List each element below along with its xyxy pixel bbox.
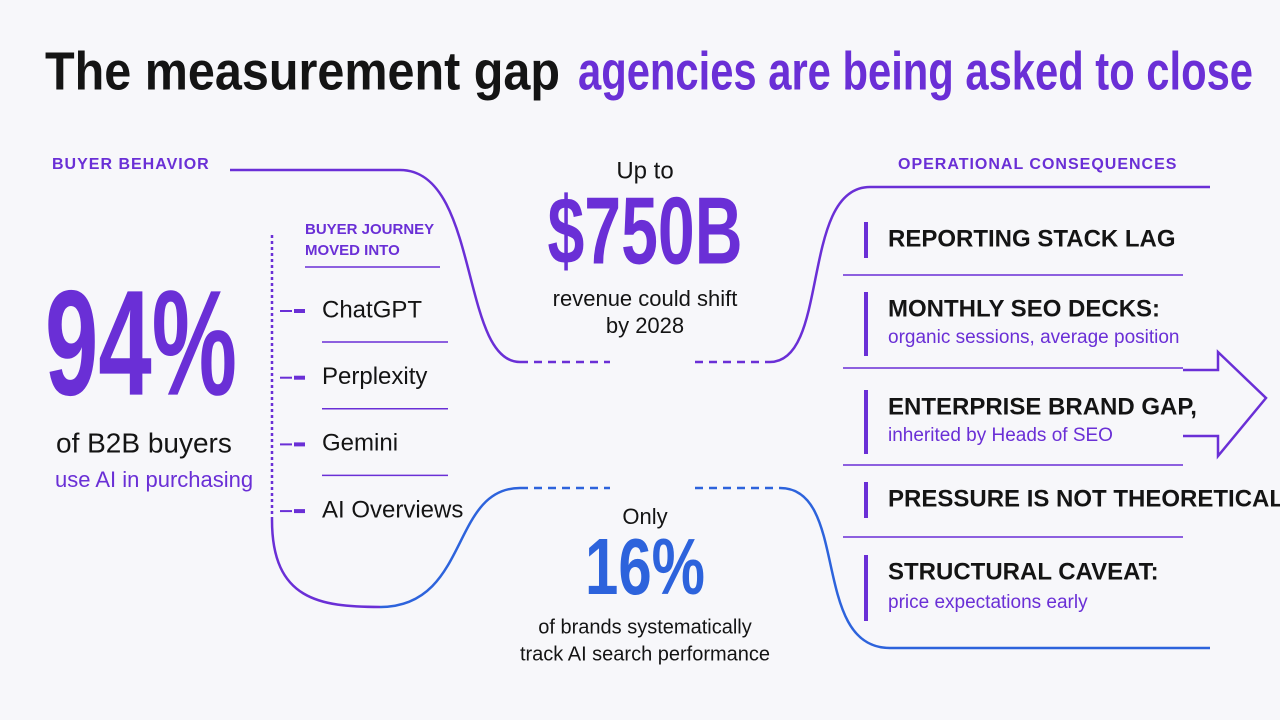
- item-sub: organic sessions, average position: [888, 327, 1180, 348]
- section-label: OPERATIONAL CONSEQUENCES: [898, 156, 1177, 173]
- item-sub: price expectations early: [888, 592, 1088, 613]
- stat-pre: Up to: [616, 157, 673, 184]
- journey-item: Perplexity: [322, 363, 427, 390]
- journey-list: ChatGPT Perplexity Gemini AI Overviews: [280, 296, 463, 523]
- stat-caption: track AI search performance: [520, 643, 770, 665]
- stat-caption: of B2B buyers: [56, 427, 232, 458]
- connector: [270, 519, 381, 609]
- stat-caption: by 2028: [606, 313, 684, 338]
- arrow: [1183, 349, 1268, 460]
- accent-bar: [864, 482, 868, 518]
- stat: 16%: [585, 522, 705, 611]
- stat-pre: Only: [622, 504, 667, 529]
- item-title: MONTHLY SEO DECKS:: [888, 295, 1160, 322]
- item-sub: inherited by Heads of SEO: [888, 425, 1113, 446]
- journey-item: Gemini: [322, 430, 398, 457]
- accent-bar: [864, 390, 868, 454]
- stat: $750B: [548, 177, 743, 284]
- title-dark: The measurement gap: [45, 41, 560, 101]
- accent-bar: [864, 292, 868, 356]
- accent-bar: [864, 222, 868, 258]
- title-accent: agencies are being asked to close: [578, 41, 1253, 101]
- item-title: PRESSURE IS NOT THEORETICAL: [888, 485, 1280, 512]
- stat-sub: use AI in purchasing: [55, 467, 253, 492]
- consequence-list: REPORTING STACK LAG MONTHLY SEO DECKS: org…: [843, 222, 1280, 621]
- stat-caption: of brands systematically: [538, 616, 751, 638]
- item-title: ENTERPRISE BRAND GAP,: [888, 393, 1197, 420]
- connector: [769, 185, 1210, 364]
- stat: 94%: [45, 259, 237, 427]
- journey-item: AI Overviews: [322, 496, 463, 523]
- stat-caption: revenue could shift: [553, 286, 738, 311]
- journey-label: MOVED INTO: [305, 242, 400, 259]
- accent-bar: [864, 555, 868, 621]
- item-title: REPORTING STACK LAG: [888, 225, 1176, 252]
- item-title: STRUCTURAL CAVEAT:: [888, 558, 1159, 585]
- journey-label: BUYER JOURNEY: [305, 221, 434, 238]
- connector: [379, 486, 521, 609]
- connector: [779, 486, 1210, 650]
- journey-item: ChatGPT: [322, 296, 422, 323]
- section-label: BUYER BEHAVIOR: [52, 156, 210, 173]
- connector: [230, 168, 521, 364]
